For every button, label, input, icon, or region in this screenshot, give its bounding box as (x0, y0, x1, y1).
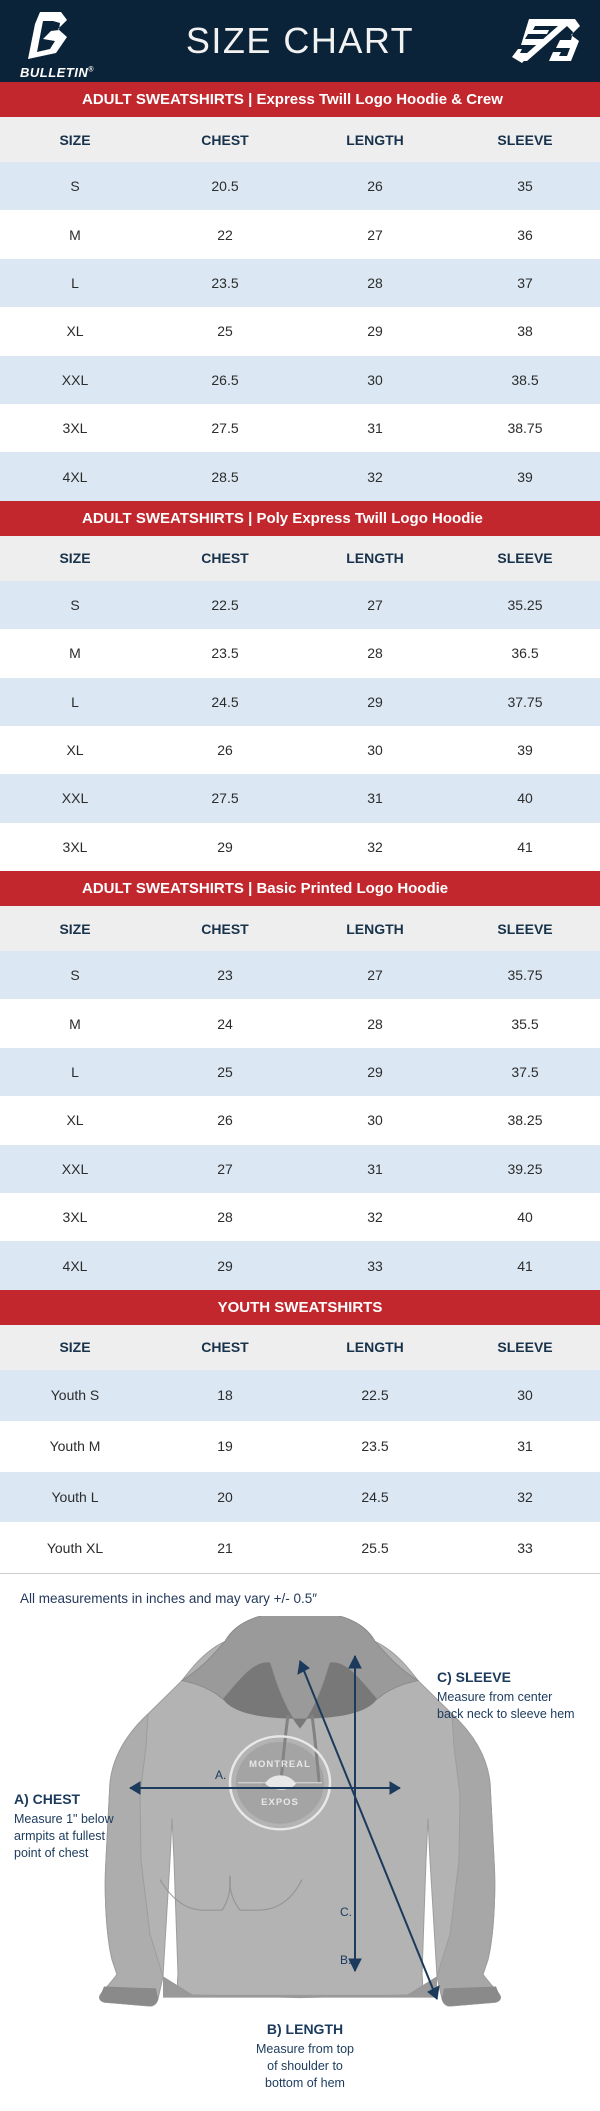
svg-text:EXPOS: EXPOS (261, 1798, 299, 1808)
svg-text:MONTREAL: MONTREAL (249, 1760, 311, 1770)
svg-text:C.: C. (340, 1905, 352, 1919)
svg-text:B.: B. (340, 1953, 351, 1967)
svg-text:A.: A. (215, 1768, 226, 1782)
